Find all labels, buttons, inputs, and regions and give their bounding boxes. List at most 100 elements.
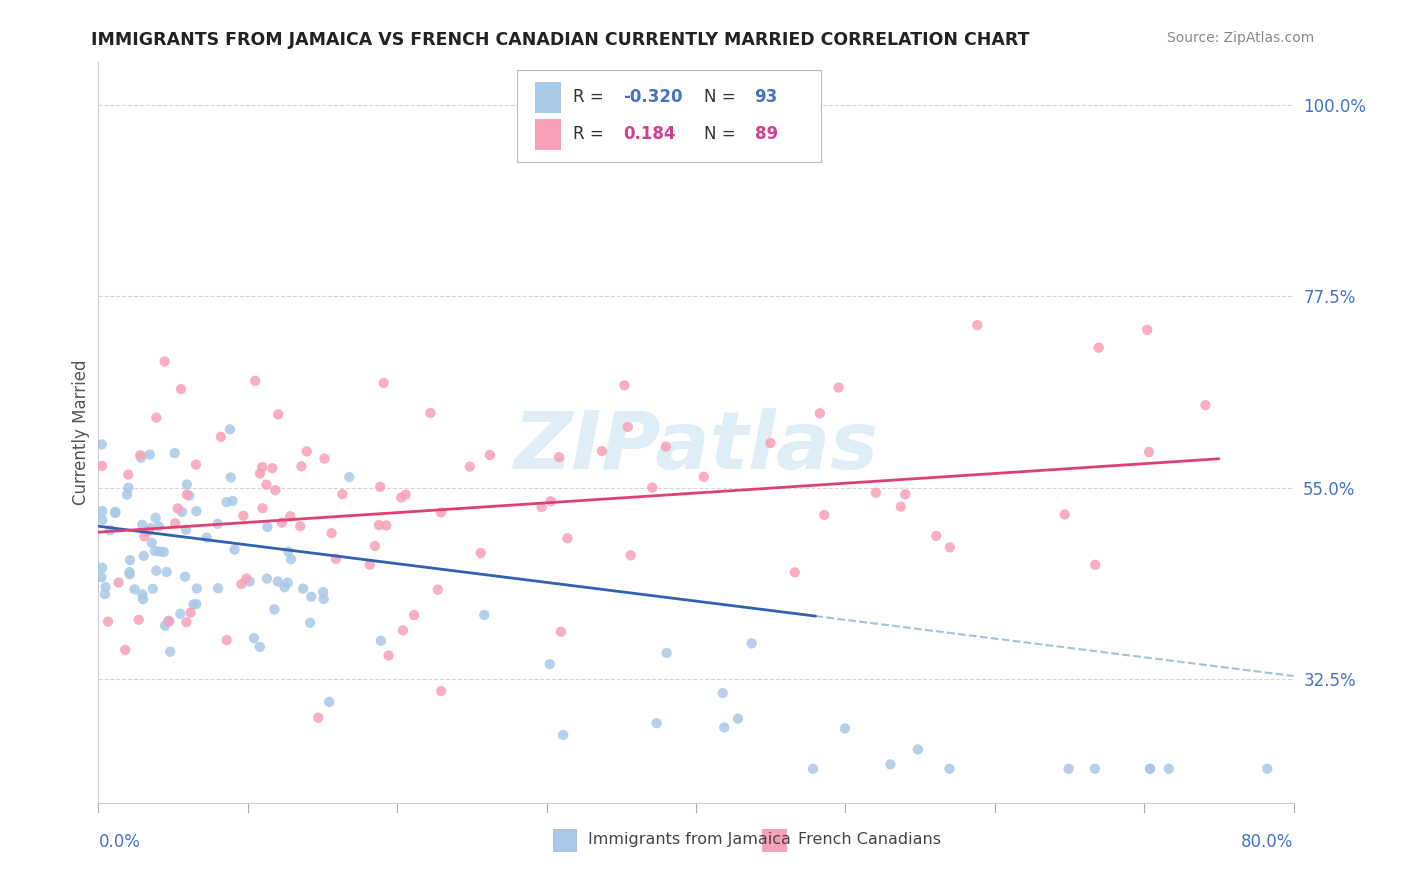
Point <box>370 633 392 648</box>
Text: 89: 89 <box>755 125 778 144</box>
Point <box>249 640 271 654</box>
Point <box>402 608 425 623</box>
Point <box>129 450 152 465</box>
Point <box>170 382 193 396</box>
Text: 80.0%: 80.0% <box>1241 832 1294 851</box>
Point <box>218 422 240 436</box>
Point <box>1139 762 1161 776</box>
Bar <box>534 119 561 150</box>
Point <box>157 614 180 628</box>
Text: N =: N = <box>704 125 741 144</box>
Point <box>176 477 198 491</box>
Point <box>163 446 186 460</box>
Point <box>290 519 312 533</box>
Point <box>262 461 284 475</box>
Point <box>280 552 302 566</box>
Point <box>377 648 399 663</box>
Point <box>312 591 335 606</box>
Point <box>207 516 229 531</box>
Point <box>143 544 166 558</box>
Point <box>256 572 278 586</box>
Point <box>367 518 389 533</box>
Point <box>183 598 205 612</box>
Point <box>277 575 299 590</box>
Point <box>186 504 208 518</box>
Point <box>894 487 917 501</box>
Point <box>91 458 114 473</box>
Point <box>619 549 641 563</box>
Point <box>1057 762 1080 776</box>
Point <box>645 716 668 731</box>
Point <box>389 491 412 505</box>
Point <box>1256 762 1278 776</box>
Point <box>321 526 343 541</box>
Point <box>939 541 962 555</box>
Text: N =: N = <box>704 88 741 106</box>
Point <box>1137 445 1160 459</box>
Point <box>124 582 146 597</box>
Point <box>141 536 163 550</box>
Point <box>641 481 664 495</box>
Point <box>148 519 170 533</box>
Point <box>235 572 257 586</box>
Point <box>174 570 197 584</box>
Point <box>221 494 243 508</box>
Text: 0.0%: 0.0% <box>98 832 141 851</box>
Point <box>254 477 277 491</box>
Point <box>180 606 202 620</box>
Point <box>299 590 322 604</box>
Point <box>209 430 232 444</box>
Point <box>426 582 449 597</box>
Point <box>470 546 492 560</box>
Point <box>139 448 162 462</box>
Point <box>256 520 278 534</box>
Point <box>299 615 322 630</box>
Point <box>231 577 253 591</box>
Point <box>655 646 678 660</box>
Point <box>176 615 198 630</box>
Text: 93: 93 <box>755 88 778 106</box>
Point <box>530 500 553 514</box>
Point <box>134 529 156 543</box>
Point <box>548 450 571 465</box>
Point <box>364 539 387 553</box>
Point <box>195 531 218 545</box>
Point <box>232 508 254 523</box>
Point <box>114 643 136 657</box>
Point <box>155 565 177 579</box>
Point <box>472 607 495 622</box>
Text: IMMIGRANTS FROM JAMAICA VS FRENCH CANADIAN CURRENTLY MARRIED CORRELATION CHART: IMMIGRANTS FROM JAMAICA VS FRENCH CANADI… <box>91 31 1029 49</box>
Point <box>550 624 572 639</box>
Point <box>591 444 613 458</box>
Point <box>153 618 176 632</box>
Point <box>239 574 262 589</box>
Point <box>263 602 285 616</box>
Point <box>174 523 197 537</box>
FancyBboxPatch shape <box>517 70 821 162</box>
Point <box>97 615 120 629</box>
Point <box>1053 508 1076 522</box>
Point <box>136 524 159 539</box>
Point <box>1084 558 1107 572</box>
Point <box>617 420 640 434</box>
Point <box>131 517 153 532</box>
Point <box>139 521 162 535</box>
Text: 0.184: 0.184 <box>623 125 675 144</box>
Point <box>245 374 267 388</box>
Point <box>395 487 418 501</box>
Point <box>430 684 453 698</box>
Point <box>132 592 155 607</box>
Point <box>186 582 208 596</box>
Point <box>359 558 381 572</box>
Point <box>117 467 139 482</box>
Point <box>1194 398 1216 412</box>
Point <box>273 580 295 594</box>
Point <box>655 440 678 454</box>
Point <box>783 566 806 580</box>
Point <box>179 489 201 503</box>
Point <box>215 495 238 509</box>
Text: R =: R = <box>572 125 609 144</box>
Point <box>727 712 749 726</box>
Point <box>290 459 312 474</box>
Point <box>129 448 152 462</box>
